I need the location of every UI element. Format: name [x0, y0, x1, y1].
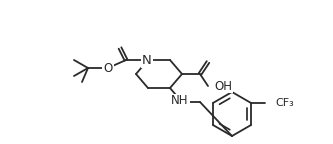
Text: NH: NH	[171, 94, 189, 108]
Text: N: N	[142, 54, 152, 67]
Text: CF₃: CF₃	[275, 98, 294, 108]
Text: O: O	[103, 61, 113, 74]
Text: OH: OH	[214, 79, 232, 92]
